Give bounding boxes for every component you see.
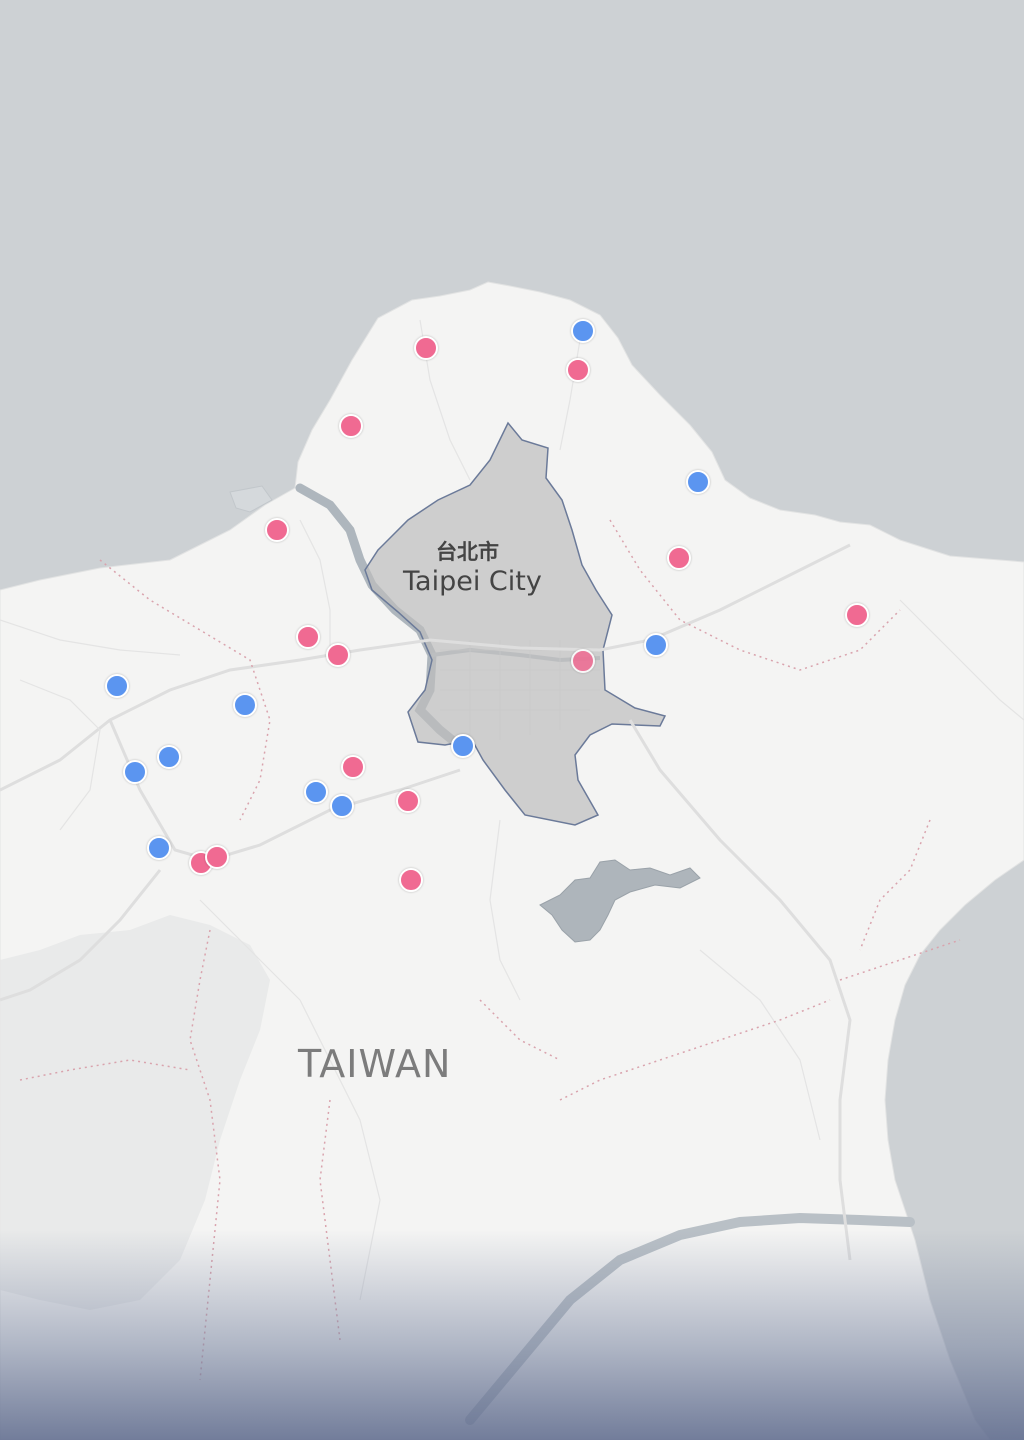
map-marker-pink[interactable] <box>566 358 590 382</box>
map-marker-blue[interactable] <box>233 693 257 717</box>
harbour <box>229 485 273 513</box>
map-marker-pink[interactable] <box>571 649 595 673</box>
map-marker-pink[interactable] <box>414 336 438 360</box>
map-marker-pink[interactable] <box>205 845 229 869</box>
map-marker-blue[interactable] <box>330 794 354 818</box>
map-marker-pink[interactable] <box>339 414 363 438</box>
map-marker-blue[interactable] <box>686 470 710 494</box>
region-label: TAIWAN <box>298 1042 452 1086</box>
highways <box>0 543 852 1261</box>
admin-boundaries <box>19 519 961 1381</box>
map-marker-blue[interactable] <box>147 836 171 860</box>
urban-grid <box>440 640 600 740</box>
taipei-city-label-en: Taipei City <box>403 566 542 597</box>
map-marker-blue[interactable] <box>451 734 475 758</box>
reservoir <box>539 859 701 943</box>
map-marker-pink[interactable] <box>396 789 420 813</box>
map-marker-blue[interactable] <box>123 760 147 784</box>
map-marker-pink[interactable] <box>667 546 691 570</box>
map-marker-pink[interactable] <box>265 518 289 542</box>
map-marker-blue[interactable] <box>571 319 595 343</box>
map-marker-blue[interactable] <box>644 633 668 657</box>
map-marker-pink[interactable] <box>341 755 365 779</box>
map-marker-pink[interactable] <box>399 868 423 892</box>
taipei-city-label-zh: 台北市 <box>436 540 499 564</box>
map-marker-blue[interactable] <box>304 780 328 804</box>
mountain-terrain <box>0 915 270 1310</box>
map-marker-pink[interactable] <box>296 625 320 649</box>
map-marker-pink[interactable] <box>326 643 350 667</box>
map-marker-pink[interactable] <box>845 603 869 627</box>
map-marker-blue[interactable] <box>157 745 181 769</box>
map-marker-blue[interactable] <box>105 674 129 698</box>
taipei-city-boundary <box>364 421 667 826</box>
land-area <box>0 281 1024 1440</box>
